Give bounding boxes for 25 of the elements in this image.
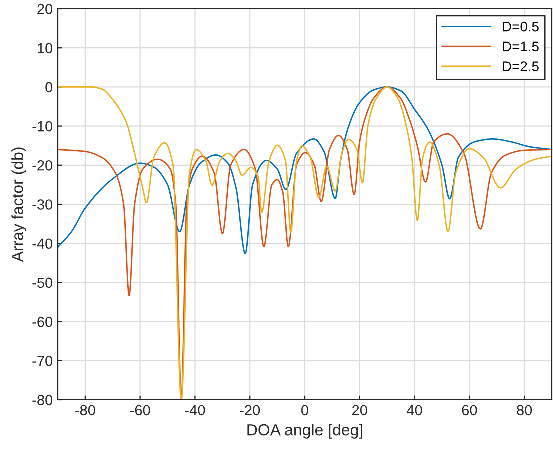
x-tick-label: 0 [302, 405, 308, 416]
legend-label: D=1.5 [503, 42, 539, 52]
y-tick-label: -60 [32, 316, 53, 328]
y-tick-label: 10 [38, 43, 53, 54]
x-tick-label: 20 [352, 405, 368, 416]
y-tick-label: 20 [38, 4, 53, 14]
legend-label: D=0.5 [503, 22, 539, 32]
y-tick-label: -70 [32, 356, 53, 366]
x-tick-label: -40 [185, 405, 206, 416]
x-tick-label: -20 [240, 405, 260, 416]
x-tick-label: 80 [517, 405, 532, 416]
y-tick-label: -40 [32, 238, 53, 250]
y-tick-label: -10 [32, 121, 53, 132]
y-axis-title: Array factor (db) [12, 148, 27, 262]
y-tick-label: 0 [46, 82, 53, 93]
legend-label: D=2.5 [503, 62, 539, 72]
x-tick-label: 40 [407, 405, 422, 416]
y-tick-label: -30 [32, 200, 53, 210]
y-tick-label: -50 [32, 278, 53, 288]
y-tick-label: -80 [32, 395, 53, 406]
x-tick-label: 60 [462, 405, 478, 416]
x-tick-label: -60 [130, 405, 150, 416]
y-tick-label: -20 [32, 160, 53, 171]
x-axis-title: DOA angle [deg] [248, 424, 362, 439]
x-tick-label: -80 [76, 405, 96, 416]
